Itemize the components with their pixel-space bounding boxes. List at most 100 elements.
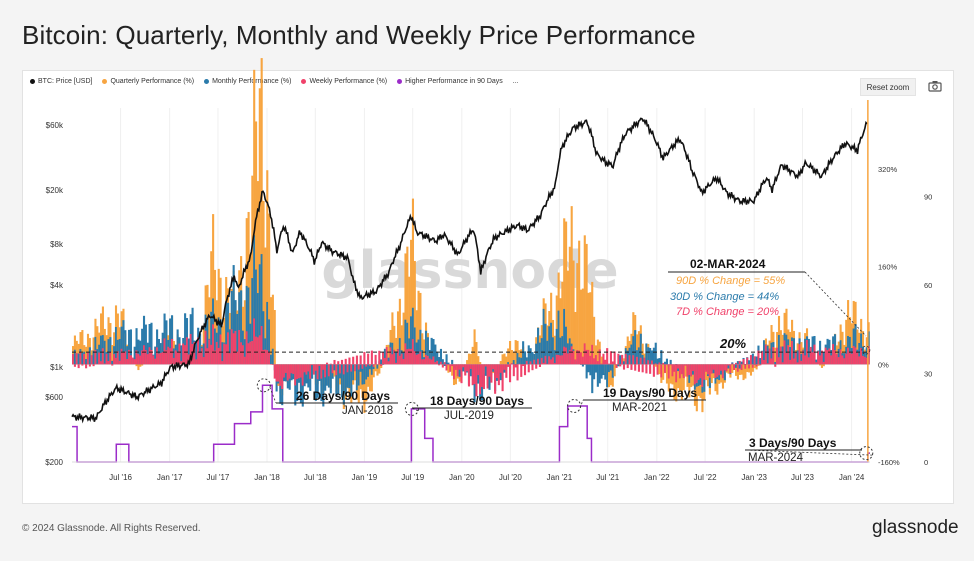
weekly-performance-bar — [271, 364, 274, 365]
quarterly-performance-bar — [662, 364, 665, 380]
weekly-performance-bar — [109, 351, 112, 365]
quarterly-performance-bar — [215, 300, 218, 365]
annotation-title: 3 Days/90 Days — [749, 436, 837, 450]
quarterly-performance-bar — [256, 181, 259, 365]
weekly-performance-bar — [546, 363, 549, 365]
weekly-performance-bar — [576, 350, 579, 365]
weekly-performance-bar — [120, 348, 123, 365]
weekly-performance-bar — [763, 360, 766, 365]
weekly-performance-bar — [411, 339, 415, 365]
weekly-performance-bar — [828, 348, 831, 365]
weekly-performance-bar — [692, 364, 695, 372]
weekly-performance-bar — [490, 364, 493, 383]
x-tick-label: Jan '17 — [157, 473, 183, 482]
quarterly-performance-bar — [512, 351, 515, 365]
weekly-performance-bar — [622, 364, 626, 370]
quarterly-performance-bar — [447, 364, 450, 373]
legend-item-quarterly[interactable]: Quarterly Performance (%) — [102, 78, 194, 85]
weekly-performance-bar — [234, 330, 237, 365]
weekly-performance-bar — [172, 357, 175, 365]
y-right-pct-tick-label: 320% — [878, 165, 898, 174]
grid — [120, 108, 853, 462]
weekly-performance-bar — [383, 357, 386, 365]
callout-leader — [804, 271, 867, 337]
weekly-performance-bar — [503, 364, 506, 370]
monthly-performance-bar — [804, 338, 807, 365]
weekly-performance-bar — [746, 357, 749, 365]
weekly-performance-bar — [555, 354, 558, 365]
quarterly-performance-bar — [477, 356, 480, 365]
weekly-performance-bar — [497, 364, 500, 386]
y-right-pct-tick-label: 0% — [878, 360, 889, 369]
monthly-performance-bar — [861, 346, 865, 365]
quarterly-performance-bar — [96, 326, 99, 365]
quarterly-performance-bar — [613, 364, 616, 377]
monthly-performance-bar — [213, 328, 217, 365]
quarterly-performance-bar — [658, 364, 661, 375]
weekly-performance-bar — [809, 346, 812, 365]
legend-item-weekly[interactable]: Weekly Performance (%) — [301, 78, 387, 85]
quarterly-performance-bar — [413, 260, 416, 365]
quarterly-performance-bar — [665, 364, 668, 384]
monthly-performance-bar — [617, 364, 620, 367]
quarterly-performance-bar — [503, 353, 506, 365]
monthly-performance-bar — [649, 347, 652, 365]
weekly-performance-bar — [210, 344, 213, 365]
monthly-performance-bar — [141, 328, 144, 365]
monthly-performance-bar — [789, 347, 792, 365]
monthly-performance-bar — [559, 337, 562, 365]
monthly-performance-bar — [611, 364, 614, 378]
weekly-performance-bar — [529, 361, 532, 365]
monthly-performance-bar — [142, 315, 146, 365]
weekly-performance-bar — [602, 353, 605, 365]
quarterly-performance-bar — [137, 364, 140, 371]
weekly-performance-bar — [841, 355, 844, 365]
weekly-performance-bar — [768, 348, 771, 365]
quarterly-performance-bar — [594, 345, 598, 365]
weekly-performance-bar — [81, 364, 84, 366]
weekly-performance-bar — [568, 349, 571, 365]
weekly-performance-bar — [471, 364, 474, 386]
quarterly-performance-bar — [568, 246, 571, 365]
weekly-performance-bar — [410, 348, 413, 365]
monthly-performance-bar — [314, 364, 317, 401]
quarterly-performance-bar — [210, 251, 213, 365]
monthly-performance-bar — [507, 362, 510, 365]
weekly-performance-bar — [142, 345, 146, 365]
weekly-performance-bar — [475, 364, 478, 397]
quarterly-performance-bar — [479, 362, 482, 365]
weekly-performance-bar — [184, 345, 187, 365]
monthly-performance-bar — [755, 356, 758, 365]
quarterly-performance-bar — [566, 270, 570, 365]
weekly-performance-bar — [398, 355, 401, 365]
weekly-performance-bar — [764, 344, 767, 365]
monthly-performance-bar — [165, 320, 168, 365]
monthly-performance-bar — [548, 326, 551, 365]
quarterly-performance-bar — [570, 206, 573, 365]
legend-more-button[interactable]: ... — [512, 78, 519, 85]
weekly-performance-bar — [116, 351, 119, 365]
weekly-performance-bar — [311, 364, 314, 366]
weekly-performance-bar — [264, 349, 267, 365]
weekly-performance-bar — [787, 345, 790, 365]
monthly-performance-bar — [738, 364, 741, 369]
quarterly-performance-bar — [692, 364, 695, 386]
y-right-days-tick-label: 30 — [924, 370, 932, 379]
monthly-performance-bar — [114, 327, 118, 365]
legend-item-price[interactable]: BTC: Price [USD] — [30, 78, 92, 85]
monthly-performance-bar — [589, 364, 592, 376]
monthly-performance-bar — [144, 324, 147, 365]
legend-item-higher-90d[interactable]: Higher Performance in 90 Days — [397, 78, 503, 85]
reset-zoom-button[interactable]: Reset zoom — [860, 78, 916, 96]
weekly-performance-bar — [346, 364, 349, 373]
weekly-performance-bar — [630, 364, 633, 370]
weekly-performance-bar — [755, 364, 758, 367]
quarterly-performance-bar — [398, 298, 401, 365]
monthly-performance-bar — [538, 342, 542, 365]
weekly-performance-bar — [320, 364, 323, 379]
weekly-performance-bar — [551, 357, 555, 365]
weekly-performance-bar — [240, 342, 243, 365]
camera-icon[interactable] — [928, 80, 942, 92]
legend-item-monthly[interactable]: Monthly Performance (%) — [204, 78, 291, 85]
annotation-subtitle: MAR-2024 — [748, 452, 804, 464]
